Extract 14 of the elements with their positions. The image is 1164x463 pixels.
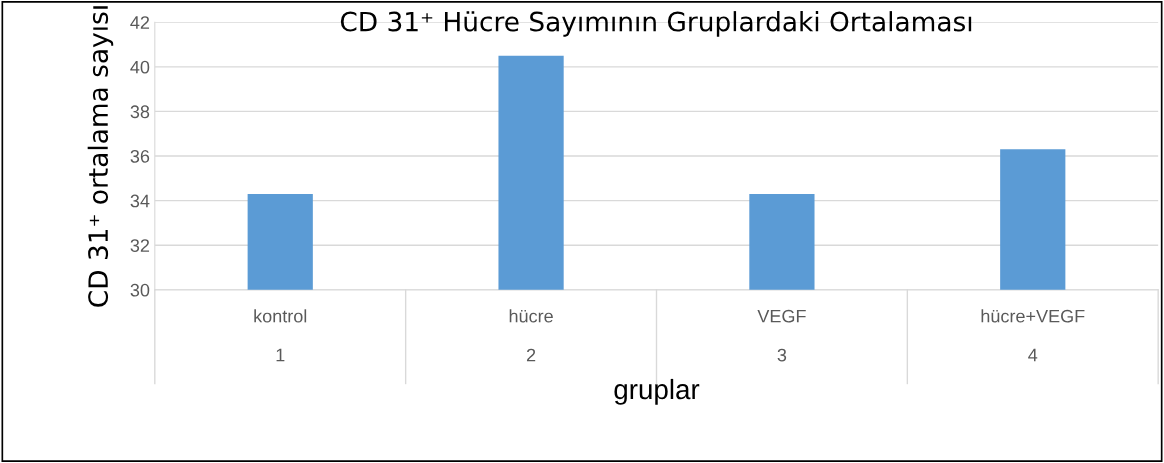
y-tick-label: 32 <box>130 239 150 252</box>
y-tick-label: 34 <box>130 194 150 208</box>
chart-title: CD 31⁺ Hücre Sayımının Gruplardaki Ortalaması <box>340 11 972 37</box>
y-axis-title: CD 31⁺ ortalama sayısı <box>87 6 114 307</box>
category-label: hücre+VEGF 4 <box>981 309 1085 362</box>
y-tick-label: 42 <box>130 16 150 29</box>
x-axis-title: gruplar <box>614 378 700 405</box>
y-tick-label: 38 <box>130 105 150 119</box>
y-tick-label: 36 <box>130 149 150 163</box>
y-tick-label: 30 <box>130 283 150 297</box>
category-label: hücre 2 <box>509 309 553 362</box>
category-label: kontrol 1 <box>254 309 307 362</box>
y-tick-label: 40 <box>130 60 150 74</box>
category-label: VEGF 3 <box>757 309 806 362</box>
